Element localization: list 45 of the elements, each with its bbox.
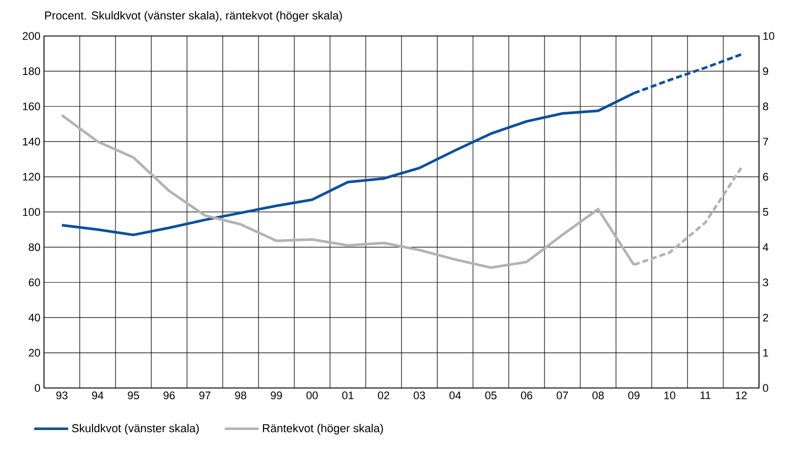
y-tick-label: 120 [23, 172, 40, 181]
legend-label: Skuldkvot (vänster skala) [72, 424, 199, 435]
x-tick-label: 04 [449, 392, 461, 400]
x-tick-label: 10 [664, 392, 676, 400]
x-tick-label: 98 [235, 392, 246, 400]
x-tick-label: 08 [592, 392, 604, 400]
x-tick-label: 05 [485, 392, 497, 400]
x-tick-label: 06 [520, 392, 532, 400]
legend-label: Räntekvot (höger skala) [262, 424, 383, 435]
y2-tick-label: 0 [762, 384, 768, 392]
y2-tick-label: 9 [763, 67, 768, 76]
x-tick-label: 00 [306, 392, 318, 400]
y-tick-label: 0 [34, 384, 40, 392]
x-tick-label: 95 [128, 392, 140, 400]
x-tick-label: 11 [700, 392, 711, 400]
y-tick-label: 160 [23, 102, 40, 110]
x-tick-label: 93 [56, 392, 68, 400]
x-tick-label: 01 [342, 392, 354, 400]
y2-tick-label: 7 [763, 138, 768, 146]
y-tick-label: 100 [23, 208, 40, 216]
y2-tick-label: 4 [762, 243, 768, 251]
x-tick-label: 07 [556, 392, 568, 400]
y2-tick-label: 5 [762, 208, 768, 216]
chart-title: Procent. Skuldkvot (vänster skala), räntekvot (höger skala) [45, 11, 342, 22]
y-tick-label: 60 [28, 278, 40, 286]
x-tick-label: 03 [414, 392, 425, 400]
y2-tick-label: 3 [762, 278, 768, 286]
x-tick-label: 12 [736, 392, 747, 400]
x-tick-label: 09 [628, 392, 640, 400]
y2-tick-label: 1 [763, 349, 768, 357]
y-tick-label: 140 [23, 138, 40, 146]
x-tick-label: 96 [164, 392, 175, 400]
y2-tick-label: 8 [762, 102, 768, 110]
y2-tick-label: 10 [763, 32, 774, 40]
y-tick-label: 80 [28, 243, 40, 252]
x-tick-label: 97 [199, 392, 210, 400]
x-tick-label: 02 [378, 392, 390, 400]
y2-tick-label: 6 [763, 172, 768, 181]
x-tick-label: 94 [92, 392, 104, 400]
y-tick-label: 200 [22, 32, 40, 40]
y2-tick-label: 2 [763, 314, 768, 322]
y-tick-label: 180 [23, 67, 40, 76]
x-tick-label: 99 [270, 392, 282, 400]
y-tick-label: 40 [28, 314, 40, 322]
y-tick-label: 20 [28, 348, 40, 357]
